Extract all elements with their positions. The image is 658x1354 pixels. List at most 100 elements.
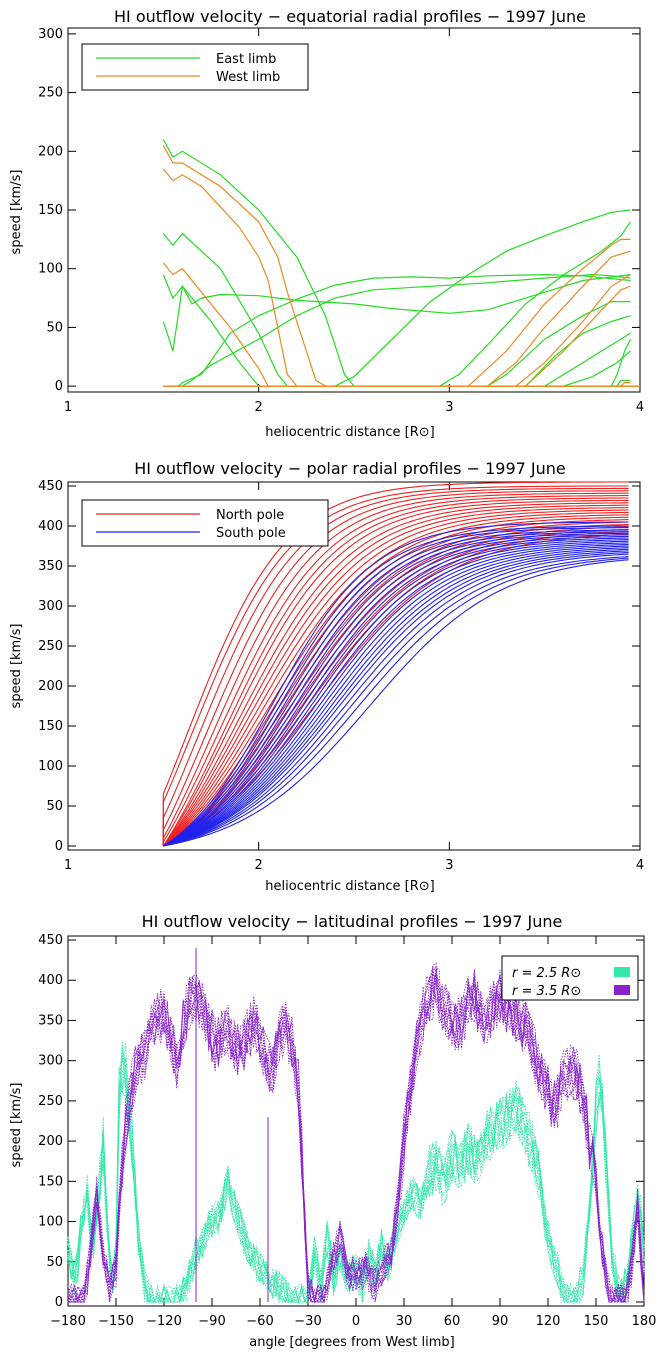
- series-line: [163, 529, 629, 847]
- series-line: [68, 968, 645, 1303]
- y-tick-label: 50: [46, 1255, 63, 1270]
- series-line: [163, 238, 631, 387]
- x-tick-label: −30: [294, 1314, 321, 1329]
- series-line: [163, 379, 631, 387]
- series-line: [163, 532, 629, 847]
- series-line: [163, 557, 629, 847]
- series-line: [67, 1046, 645, 1304]
- plot-frame: [67, 481, 641, 851]
- series-line: [162, 490, 629, 846]
- series-line: [162, 502, 629, 847]
- legend-label: West limb: [216, 70, 280, 85]
- x-tick-label: −90: [198, 1314, 225, 1329]
- x-tick-label: 3: [445, 858, 453, 873]
- x-tick-label: −120: [146, 1314, 182, 1329]
- legend-label: East limb: [216, 52, 276, 67]
- series-line: [163, 527, 629, 847]
- x-tick-label: 2: [255, 858, 263, 873]
- y-tick-label: 0: [55, 839, 63, 854]
- y-tick-label: 450: [38, 933, 63, 948]
- x-axis-label: angle [degrees from West limb]: [249, 1335, 454, 1350]
- series-line: [163, 209, 631, 387]
- y-tick-label: 400: [38, 973, 63, 988]
- x-tick-label: −150: [98, 1314, 134, 1329]
- panel-title: HI outflow velocity − polar radial profi…: [134, 459, 565, 478]
- x-tick-label: 1: [64, 400, 72, 415]
- y-tick-label: 300: [38, 27, 63, 42]
- series-line: [163, 539, 629, 847]
- series-line: [163, 382, 631, 387]
- series-line: [162, 274, 631, 352]
- x-tick-label: 30: [396, 1314, 413, 1329]
- plot-area: 0 50 100 150 200 250 300 350 400 450 1 2 3 4: [38, 479, 644, 873]
- series-line: [162, 509, 629, 847]
- x-tick-label: 0: [352, 1314, 360, 1329]
- x-tick-label: 4: [636, 858, 644, 873]
- legend: r = 2.5 R⊙ r = 3.5 R⊙: [501, 955, 639, 1001]
- series-line: [163, 350, 631, 387]
- x-tick-label: 90: [492, 1314, 509, 1329]
- x-tick-label: 150: [584, 1314, 609, 1329]
- panel-equatorial: HI outflow velocity − equatorial radial …: [9, 7, 644, 440]
- panel-latitudinal: HI outflow velocity − latitudinal profil…: [9, 912, 656, 1350]
- series-line: [163, 332, 631, 387]
- series-line: [68, 966, 645, 1304]
- series-line: [163, 551, 629, 847]
- series-line: [67, 966, 645, 1303]
- y-tick-label: 100: [38, 1215, 63, 1230]
- y-tick-label: 250: [38, 86, 63, 101]
- series-line: [163, 547, 629, 847]
- legend-label: r = 2.5 R⊙: [512, 966, 581, 981]
- legend-box: [81, 43, 309, 91]
- legend-swatch: [614, 967, 630, 977]
- y-tick-label: 450: [38, 479, 63, 494]
- legend-label: North pole: [216, 508, 284, 523]
- x-tick-label: 1: [64, 858, 72, 873]
- legend-label: r = 3.5 R⊙: [512, 984, 581, 999]
- y-tick-label: 250: [38, 639, 63, 654]
- y-tick-label: 200: [38, 679, 63, 694]
- series-line: [163, 535, 629, 847]
- y-tick-label: 150: [38, 1174, 63, 1189]
- series-line: [67, 967, 645, 1304]
- panel-polar: HI outflow velocity − polar radial profi…: [9, 459, 644, 894]
- series-line: [162, 521, 629, 847]
- series-line: [162, 487, 629, 846]
- series-line: [162, 495, 629, 846]
- series-line: [162, 139, 640, 387]
- series-line: [163, 543, 629, 847]
- series-line: [162, 521, 629, 847]
- x-tick-label: −180: [50, 1314, 86, 1329]
- series-line: [162, 519, 629, 847]
- series-line: [163, 285, 631, 387]
- y-tick-label: 50: [46, 799, 63, 814]
- y-tick-label: 100: [38, 262, 63, 277]
- series-line: [162, 145, 640, 387]
- series-line: [162, 499, 629, 847]
- series-line: [67, 974, 645, 1304]
- series-line: [67, 969, 645, 1304]
- y-tick-label: 200: [38, 144, 63, 159]
- series-line: [67, 1083, 645, 1303]
- panel-title: HI outflow velocity − equatorial radial …: [114, 7, 586, 26]
- series-line: [163, 273, 631, 387]
- x-axis-label: heliocentric distance [R⊙]: [265, 879, 434, 894]
- x-tick-label: 2: [255, 400, 263, 415]
- series-line: [162, 492, 629, 846]
- series-line: [163, 537, 629, 847]
- x-tick-label: −60: [246, 1314, 273, 1329]
- series-line: [163, 542, 629, 847]
- x-tick-label: 180: [632, 1314, 657, 1329]
- y-tick-label: 250: [38, 1094, 63, 1109]
- y-tick-label: 350: [38, 1013, 63, 1028]
- series-line: [162, 511, 629, 847]
- series-line: [67, 1056, 645, 1303]
- series-line: [163, 301, 631, 387]
- y-tick-label: 150: [38, 203, 63, 218]
- series-line: [162, 481, 629, 846]
- x-axis-label: heliocentric distance [R⊙]: [265, 425, 434, 440]
- series-line: [163, 545, 629, 847]
- series-line: [163, 534, 629, 847]
- y-axis-label-group: speed [km/s]: [9, 170, 24, 255]
